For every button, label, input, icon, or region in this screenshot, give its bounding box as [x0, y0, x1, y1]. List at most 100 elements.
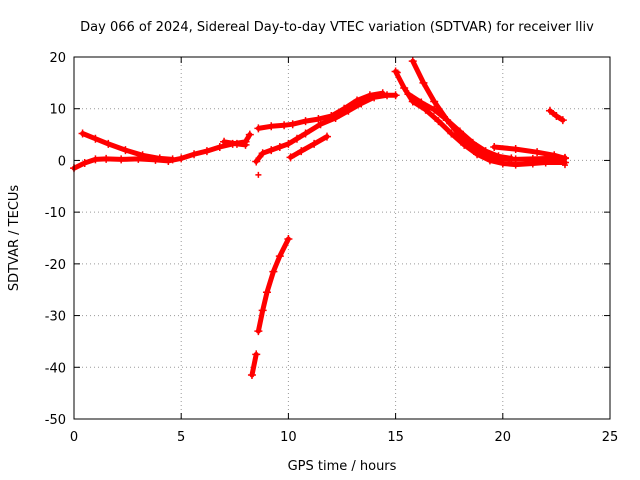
data-point	[275, 142, 284, 151]
data-point	[430, 97, 439, 106]
data-point	[490, 142, 499, 151]
data-point	[365, 91, 374, 100]
x-tick-label: 25	[602, 430, 619, 445]
data-point	[252, 350, 261, 359]
data-point	[419, 78, 428, 87]
data-point	[215, 142, 224, 151]
data-point	[292, 134, 301, 143]
data-point	[262, 288, 271, 297]
x-tick-label: 10	[280, 430, 297, 445]
series-track-6	[288, 134, 330, 160]
axis-ticks: 0 5 10 15 20 25 -50 -40 -30 -20 -10 0 10 20	[45, 51, 619, 445]
data-point	[417, 98, 426, 107]
y-tick-label: -20	[45, 258, 66, 273]
data-point	[434, 117, 443, 126]
data-point	[117, 155, 126, 164]
data-point	[314, 115, 323, 124]
x-tick-label: 20	[495, 430, 512, 445]
data-point	[301, 129, 310, 138]
data-point	[550, 151, 559, 160]
data-point	[252, 157, 261, 166]
y-tick-label: 20	[49, 51, 66, 66]
data-point	[353, 96, 362, 105]
data-point	[394, 69, 401, 76]
data-point	[455, 127, 464, 136]
data-point	[286, 153, 295, 162]
series-track-4	[253, 92, 399, 164]
data-point	[316, 120, 325, 129]
data-point	[383, 91, 392, 100]
data-point	[104, 139, 113, 148]
data-point	[275, 252, 284, 261]
data-point	[552, 111, 561, 120]
data-point	[177, 154, 186, 163]
data-point	[545, 106, 554, 115]
data-point	[558, 116, 567, 125]
data-point	[247, 371, 256, 380]
x-axis-label: GPS time / hours	[288, 459, 397, 474]
plot-frame	[73, 56, 611, 420]
data-point	[267, 146, 276, 155]
y-tick-label: -10	[45, 206, 66, 221]
data-point	[297, 147, 306, 156]
data-point	[241, 140, 250, 149]
y-axis-label: SDTVAR / TECUs	[7, 185, 22, 292]
data-point	[404, 90, 413, 99]
data-point	[468, 138, 477, 147]
data-point	[507, 154, 516, 163]
data-point	[91, 155, 100, 164]
data-point	[78, 129, 87, 138]
data-point	[447, 129, 456, 138]
data-point	[280, 121, 289, 130]
y-tick-label: -40	[45, 361, 66, 376]
y-tick-label: 10	[49, 103, 66, 118]
x-tick-label: 0	[70, 430, 78, 445]
data-point	[258, 149, 267, 158]
data-point	[202, 147, 211, 156]
data-point	[327, 111, 336, 120]
data-point	[560, 154, 569, 163]
data-point	[430, 105, 439, 114]
data-point	[494, 152, 503, 161]
data-point	[164, 156, 173, 165]
data-point	[80, 159, 89, 168]
data-point	[245, 130, 254, 139]
data-point	[151, 155, 160, 164]
data-point	[102, 154, 111, 163]
data-point	[258, 306, 267, 315]
data-point	[511, 145, 520, 154]
y-tick-label: -50	[45, 413, 66, 428]
x-tick-label: 5	[177, 430, 185, 445]
data-point	[528, 154, 537, 163]
data-points	[70, 57, 569, 380]
data-point	[400, 84, 409, 93]
data-point	[481, 147, 490, 156]
y-tick-label: -30	[45, 310, 66, 325]
data-point	[220, 137, 229, 146]
data-point	[408, 57, 417, 66]
data-point	[190, 150, 199, 159]
data-point	[284, 235, 293, 244]
chart-title: Day 066 of 2024, Sidereal Day-to-day VTE…	[80, 20, 594, 35]
data-point	[288, 120, 297, 129]
data-point	[254, 327, 263, 336]
data-point	[340, 104, 349, 113]
data-point	[561, 162, 568, 169]
y-tick-label: 0	[58, 154, 66, 169]
data-point	[134, 154, 143, 163]
x-tick-label: 15	[387, 430, 404, 445]
data-point	[460, 140, 469, 149]
data-point	[443, 116, 452, 125]
data-point	[533, 148, 542, 157]
data-point	[310, 139, 319, 148]
data-point	[91, 134, 100, 143]
data-point	[301, 117, 310, 126]
data-point	[284, 139, 293, 148]
data-point	[322, 132, 331, 141]
data-point	[121, 146, 130, 155]
data-point	[267, 122, 276, 131]
data-point	[254, 124, 263, 133]
data-point	[269, 267, 278, 276]
data-point	[378, 89, 387, 98]
